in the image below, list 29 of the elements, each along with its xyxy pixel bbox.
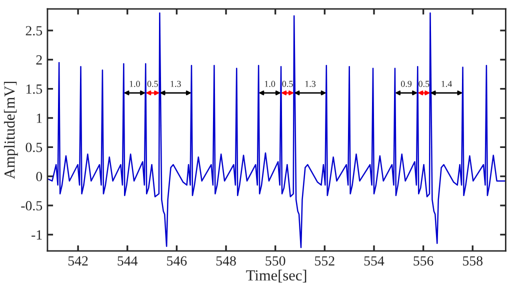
y-tick-label: 2.5 [26, 26, 42, 36]
x-tick-label: 550 [266, 256, 286, 266]
annotation: 0.9 [400, 80, 412, 87]
y-tick-label: 1 [36, 114, 42, 123]
annotation: 0.5 [418, 80, 430, 87]
y-axis-title: Amplitude[mV] [4, 82, 18, 180]
annotation: 1.0 [130, 80, 140, 87]
y-tick-label: -0.5 [21, 201, 42, 210]
annotation: 0.5 [282, 80, 293, 87]
y-tick-label: 1.5 [26, 84, 42, 94]
y-tick-label: 0.5 [26, 142, 42, 152]
annotation: 1.3 [305, 80, 316, 87]
annotation: 1.4 [442, 80, 452, 87]
y-tick-label: -1 [32, 230, 42, 240]
x-tick-label: 552 [315, 256, 334, 266]
x-tick-label: 548 [216, 256, 236, 266]
x-tick-label: 558 [463, 256, 483, 266]
y-tick-label: 0 [36, 172, 42, 182]
x-axis-title: Time[sec] [246, 270, 306, 282]
line-series [48, 12, 506, 248]
annotation: 0.5 [147, 80, 158, 87]
x-tick-label: 556 [414, 256, 434, 266]
x-tick-label: 546 [167, 256, 187, 266]
y-tick-label: 2 [36, 55, 42, 64]
x-tick-label: 542 [68, 256, 88, 266]
annotation: 1.3 [170, 80, 181, 87]
x-tick-label: 544 [118, 256, 138, 266]
annotation: 1.0 [264, 80, 276, 87]
x-tick-label: 554 [364, 256, 384, 266]
